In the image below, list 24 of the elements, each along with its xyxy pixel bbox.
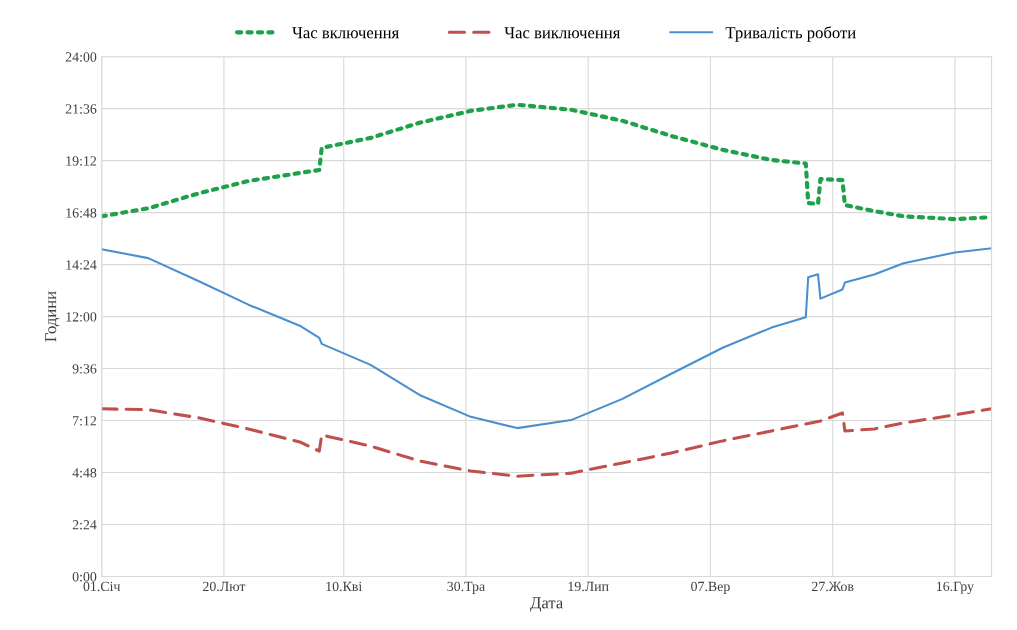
x-tick-label: 30.Тра [447, 581, 485, 594]
x-tick-label: 01.Січ [83, 581, 121, 592]
y-tick-label: 19:12 [66, 156, 97, 166]
x-tick-label: 27.Жов [811, 581, 854, 592]
y-tick-label: 0:00 [72, 572, 97, 582]
x-axis-title: Дата [530, 597, 564, 612]
y-tick-label: 7:12 [73, 416, 97, 426]
y-tick-label: 9:36 [72, 364, 97, 374]
x-tick-label: 07.Вер [691, 581, 730, 594]
y-axis-title: Години [45, 291, 60, 342]
y-tick-label: 4:48 [72, 468, 97, 478]
x-tick-label: 19.Лип [568, 581, 609, 592]
legend-label: Час виключення [504, 27, 621, 39]
x-tick-label: 10.Кві [326, 581, 362, 592]
y-tick-label: 14:24 [66, 260, 97, 270]
legend-label: Тривалість роботи [725, 26, 856, 42]
y-tick-label: 24:00 [65, 52, 97, 62]
y-tick-label: 21:36 [65, 104, 97, 114]
x-tick-label: 16.Гру [937, 581, 974, 594]
x-tick-label: 20.Лют [203, 581, 246, 592]
legend-label: Час включення [292, 27, 399, 39]
y-tick-label: 12:00 [66, 312, 97, 322]
y-tick-label: 2:24 [72, 520, 97, 530]
y-tick-label: 16:48 [66, 208, 97, 218]
